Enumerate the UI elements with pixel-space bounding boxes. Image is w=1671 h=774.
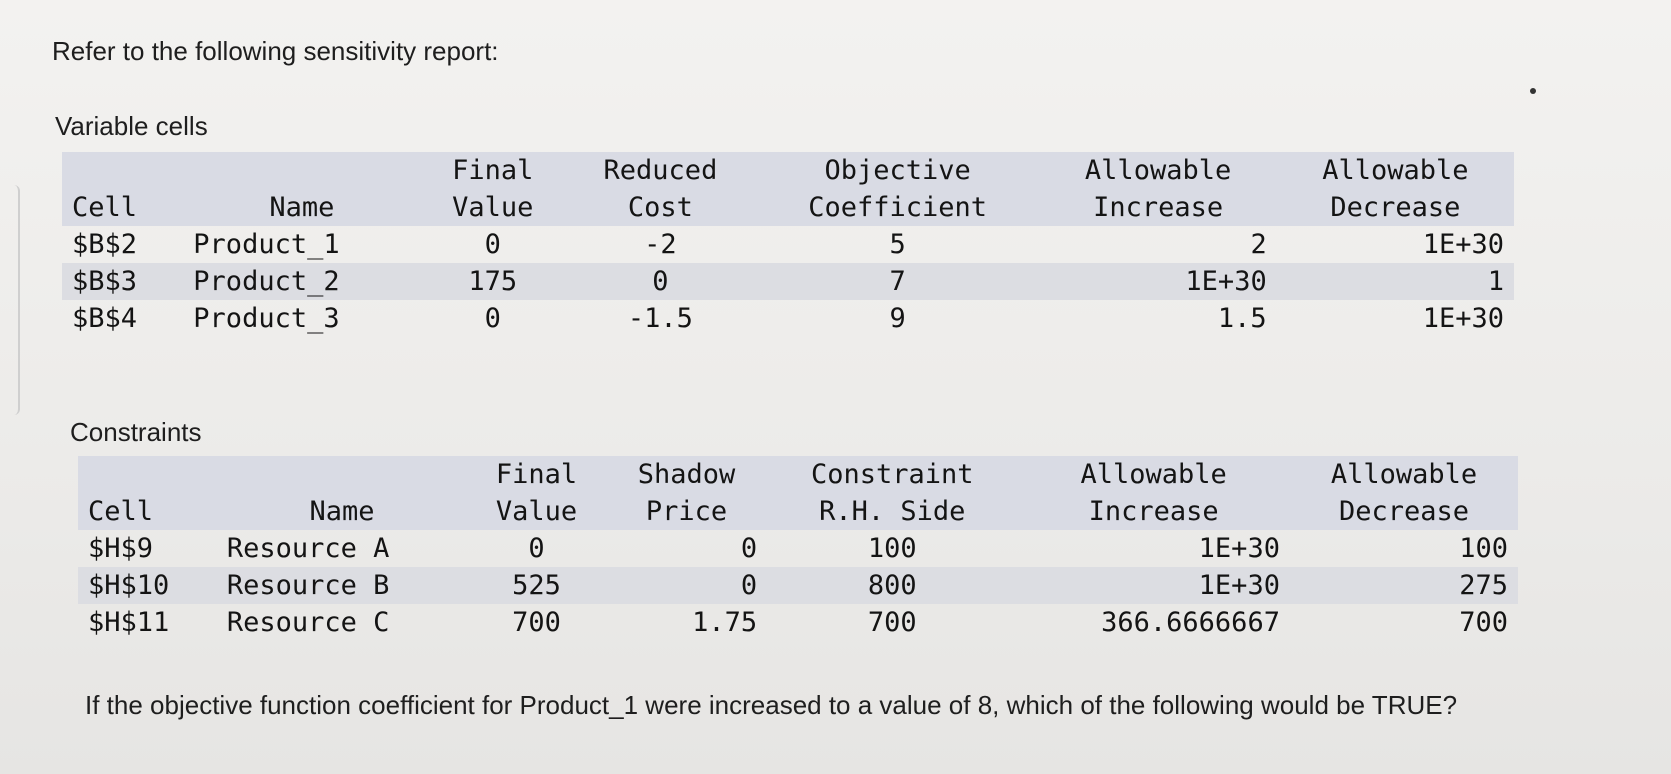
cell-constraint-rhs: 700 xyxy=(867,607,917,638)
cell-final-value: 0 xyxy=(528,533,545,564)
page-edge-mark xyxy=(0,185,20,415)
col-allowable-increase: Allowable Increase xyxy=(1039,152,1277,226)
cell-shadow-price: 0 xyxy=(740,533,758,564)
cell-reduced-cost: 0 xyxy=(565,263,756,300)
cell-allowable-decrease: 1E+30 xyxy=(1422,303,1504,334)
cell-allowable-increase: 366.6666667 xyxy=(1101,607,1280,638)
intro-text: Refer to the following sensitivity repor… xyxy=(52,36,499,66)
table-row: $H$11 Resource C 700 1.75 700 366.666666… xyxy=(78,604,1518,641)
col-cell: Cell xyxy=(78,456,217,530)
col-allowable-decrease: Allowable Decrease xyxy=(1276,152,1514,226)
col-allowable-decrease: Allowable Decrease xyxy=(1289,456,1518,530)
col-cell: Cell xyxy=(62,152,184,226)
col-name: Name xyxy=(216,456,468,530)
table-row: $H$9 Resource A 0 0 100 1E+30 100 xyxy=(78,530,1518,567)
col-name: Name xyxy=(183,152,421,226)
question-text: If the objective function coefficient fo… xyxy=(85,690,1458,720)
cell-ref: $H$9 xyxy=(88,533,154,564)
cell-constraint-rhs: 100 xyxy=(867,533,917,564)
col-final-value: Final Value xyxy=(420,152,565,226)
cell-allowable-increase: 1E+30 xyxy=(1039,263,1277,300)
col-shadow-price: Shadow Price xyxy=(605,456,768,530)
stray-dot xyxy=(1530,88,1536,94)
cell-allowable-increase: 1.5 xyxy=(1217,303,1267,334)
table-row: $B$4 Product_3 0 -1.5 9 1.5 1E+30 xyxy=(62,300,1514,337)
table-row: $B$3 Product_2 175 0 7 1E+30 1 xyxy=(62,263,1514,300)
col-final-value: Final Value xyxy=(467,456,606,530)
col-constraint-rhs: Constraint R.H. Side xyxy=(767,456,1018,530)
variable-cells-heading: Variable cells xyxy=(55,111,208,141)
cell-name: Resource B xyxy=(216,567,468,604)
col-reduced-cost: Reduced Cost xyxy=(565,152,756,226)
col-objective-coefficient: Objective Coefficient xyxy=(755,152,1040,226)
cell-allowable-increase: 2 xyxy=(1250,229,1267,260)
cell-allowable-decrease: 700 xyxy=(1459,607,1508,638)
cell-constraint-rhs: 800 xyxy=(767,567,1018,604)
constraints-heading: Constraints xyxy=(70,417,202,447)
cell-final-value: 0 xyxy=(484,303,501,334)
cell-allowable-decrease: 1 xyxy=(1276,263,1514,300)
cell-objective-coefficient: 7 xyxy=(755,263,1040,300)
cell-ref: $B$4 xyxy=(72,303,138,334)
cell-final-value: 175 xyxy=(420,263,565,300)
cell-ref: $B$2 xyxy=(72,229,138,260)
cell-shadow-price: 1.75 xyxy=(692,607,758,638)
cell-name: Resource A xyxy=(226,533,390,564)
variable-cells-table: Cell Name Final Value Reduced Cost Objecti… xyxy=(62,152,1514,337)
cell-ref: $H$11 xyxy=(88,607,170,638)
cell-allowable-decrease: 275 xyxy=(1289,567,1518,604)
table-header-row: Cell Name Final Value Shadow Price Constra… xyxy=(78,456,1518,530)
cell-shadow-price: 0 xyxy=(605,567,768,604)
constraints-table: Cell Name Final Value Shadow Price Constra… xyxy=(78,456,1518,641)
cell-ref: $B$3 xyxy=(62,263,184,300)
cell-name: Product_2 xyxy=(183,263,421,300)
cell-allowable-increase: 1E+30 xyxy=(1017,567,1290,604)
cell-name: Product_1 xyxy=(193,229,340,260)
cell-reduced-cost: -2 xyxy=(644,229,677,260)
table-row: $B$2 Product_1 0 -2 5 2 1E+30 xyxy=(62,226,1514,263)
cell-objective-coefficient: 9 xyxy=(889,303,906,334)
cell-final-value: 525 xyxy=(467,567,606,604)
cell-name: Product_3 xyxy=(193,303,340,334)
table-row: $H$10 Resource B 525 0 800 1E+30 275 xyxy=(78,567,1518,604)
cell-final-value: 700 xyxy=(512,607,561,638)
col-allowable-increase: Allowable Increase xyxy=(1017,456,1290,530)
cell-ref: $H$10 xyxy=(78,567,217,604)
cell-allowable-decrease: 1E+30 xyxy=(1422,229,1504,260)
table-header-row: Cell Name Final Value Reduced Cost Objecti… xyxy=(62,152,1514,226)
cell-name: Resource C xyxy=(226,607,390,638)
cell-allowable-decrease: 100 xyxy=(1459,533,1508,564)
cell-allowable-increase: 1E+30 xyxy=(1198,533,1280,564)
cell-reduced-cost: -1.5 xyxy=(627,303,693,334)
cell-final-value: 0 xyxy=(484,229,501,260)
cell-objective-coefficient: 5 xyxy=(889,229,906,260)
